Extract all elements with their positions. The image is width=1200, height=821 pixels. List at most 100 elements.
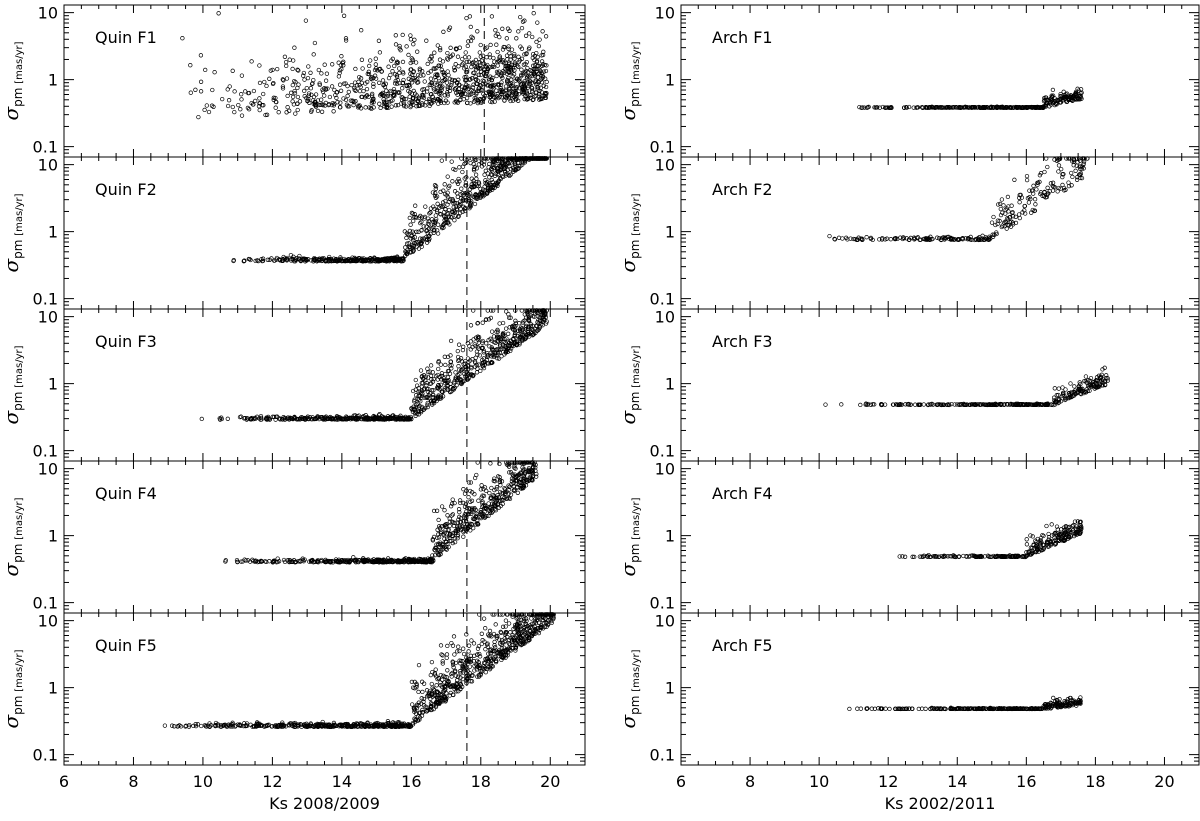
data-point — [410, 75, 416, 81]
data-point — [413, 78, 418, 83]
data-point — [535, 20, 540, 25]
data-point — [487, 95, 493, 100]
data-point — [371, 81, 376, 87]
data-point — [409, 56, 414, 61]
data-point — [473, 74, 478, 79]
data-point — [351, 102, 356, 108]
data-point — [315, 98, 321, 103]
data-point — [441, 29, 446, 34]
data-point — [430, 190, 436, 195]
data-point — [538, 64, 543, 69]
data-point — [323, 86, 329, 91]
data-point — [523, 33, 529, 38]
data-point — [309, 92, 314, 97]
data-point — [377, 50, 383, 55]
data-point — [414, 383, 420, 388]
data-point — [519, 72, 524, 77]
data-point — [406, 76, 411, 81]
data-point — [308, 86, 314, 91]
data-point — [336, 74, 342, 79]
data-point — [493, 28, 498, 33]
data-point — [520, 81, 525, 86]
data-point — [290, 94, 296, 100]
data-point — [418, 368, 424, 373]
data-point — [329, 84, 335, 89]
data-point — [427, 211, 432, 216]
data-point — [459, 186, 464, 191]
data-point — [514, 36, 519, 41]
data-point — [512, 56, 517, 61]
data-point — [440, 59, 446, 64]
data-point — [491, 86, 496, 91]
data-point — [422, 79, 427, 84]
data-point — [243, 89, 248, 94]
data-point — [389, 58, 394, 63]
y-tick-label: 10 — [38, 460, 58, 479]
data-point — [455, 54, 461, 59]
data-point — [441, 72, 447, 77]
data-point — [500, 47, 506, 52]
data-point — [257, 107, 262, 113]
y-tick-label: 1 — [48, 375, 58, 394]
data-point — [388, 90, 393, 95]
data-point — [532, 72, 538, 77]
data-point — [319, 109, 325, 114]
data-point — [515, 76, 520, 81]
data-point — [382, 84, 388, 90]
data-point — [507, 60, 512, 65]
data-point — [292, 90, 298, 96]
data-point — [337, 68, 343, 73]
data-point — [327, 94, 333, 100]
data-point — [290, 66, 295, 72]
data-point — [510, 98, 516, 103]
data-point — [212, 70, 217, 75]
data-point — [451, 65, 457, 70]
data-point — [401, 100, 406, 105]
data-point — [349, 82, 354, 88]
data-point — [433, 77, 438, 83]
data-point — [359, 57, 365, 62]
data-point — [393, 103, 399, 108]
data-point — [412, 75, 417, 81]
data-point — [440, 84, 445, 89]
data-point — [291, 58, 296, 63]
data-point — [357, 103, 362, 108]
data-point — [446, 72, 451, 78]
data-point — [402, 229, 407, 234]
data-point — [445, 50, 450, 56]
data-point — [435, 72, 440, 77]
data-point — [397, 70, 402, 76]
data-point — [438, 96, 443, 101]
data-point — [465, 356, 471, 361]
data-point — [435, 43, 440, 48]
data-point — [486, 501, 491, 506]
data-point — [512, 51, 517, 57]
data-point — [284, 76, 290, 81]
data-point — [311, 52, 316, 57]
data-point — [322, 62, 327, 67]
data-point — [475, 29, 480, 34]
data-point — [468, 323, 474, 328]
data-point — [393, 42, 399, 47]
data-point — [442, 73, 447, 78]
data-point — [353, 99, 358, 104]
data-point — [306, 96, 311, 102]
data-point — [220, 96, 225, 102]
data-point — [312, 40, 318, 46]
data-point — [384, 99, 390, 104]
data-point — [452, 539, 458, 545]
y-tick-label: 1 — [48, 71, 58, 90]
data-point — [292, 78, 297, 84]
y-tick-label: 0.1 — [33, 746, 58, 765]
data-point — [485, 171, 490, 176]
data-point — [504, 53, 510, 58]
data-point — [417, 66, 422, 71]
data-point — [466, 59, 472, 65]
data-point — [337, 70, 342, 76]
data-point — [311, 94, 317, 100]
data-point — [390, 98, 395, 103]
data-point — [386, 75, 392, 81]
data-point — [442, 508, 447, 513]
data-point — [232, 89, 237, 94]
